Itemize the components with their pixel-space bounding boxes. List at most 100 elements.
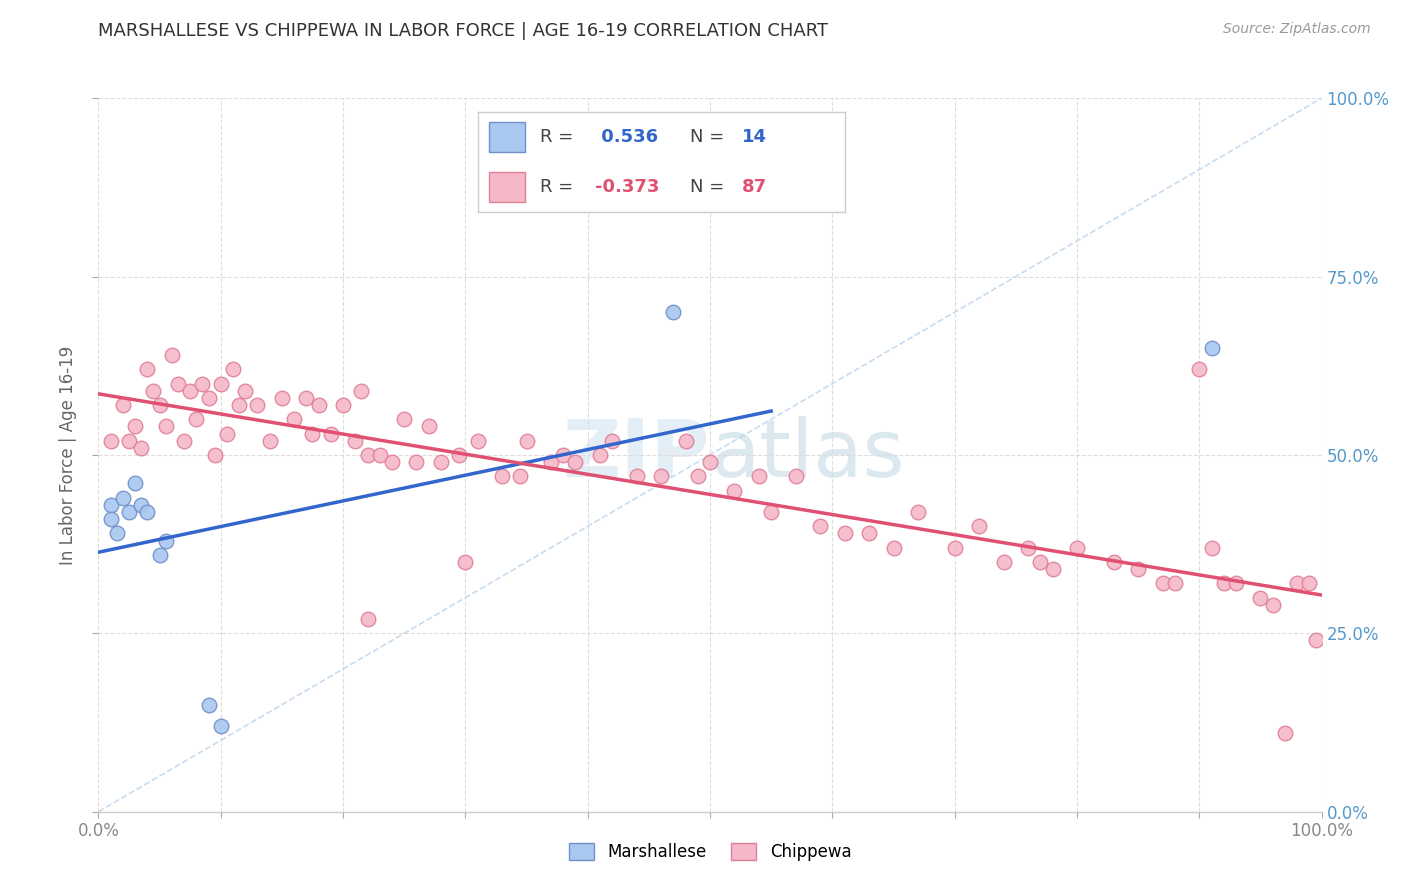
Point	[368, 448, 391, 462]
Point	[381, 455, 404, 469]
Point	[686, 469, 709, 483]
Text: Source: ZipAtlas.com: Source: ZipAtlas.com	[1223, 22, 1371, 37]
Point	[283, 412, 305, 426]
Point	[215, 426, 238, 441]
Point	[356, 612, 378, 626]
Point	[600, 434, 623, 448]
Point	[124, 419, 146, 434]
Point	[699, 455, 721, 469]
Point	[301, 426, 323, 441]
Point	[993, 555, 1015, 569]
Point	[405, 455, 427, 469]
Point	[1249, 591, 1271, 605]
Point	[785, 469, 807, 483]
Point	[943, 541, 966, 555]
Point	[142, 384, 165, 398]
Point	[332, 398, 354, 412]
Point	[418, 419, 440, 434]
Point	[344, 434, 367, 448]
Point	[191, 376, 214, 391]
Point	[748, 469, 770, 483]
Point	[392, 412, 416, 426]
Point	[675, 434, 697, 448]
Point	[111, 491, 134, 505]
Point	[553, 448, 575, 462]
Point	[454, 555, 477, 569]
Point	[204, 448, 226, 462]
Point	[100, 434, 122, 448]
Point	[449, 448, 471, 462]
Point	[118, 505, 141, 519]
Point	[626, 469, 648, 483]
Point	[246, 398, 269, 412]
Point	[662, 305, 685, 319]
Point	[761, 505, 783, 519]
Point	[589, 448, 612, 462]
Point	[1298, 576, 1320, 591]
Point	[808, 519, 831, 533]
Point	[167, 376, 190, 391]
Point	[136, 505, 159, 519]
Point	[1201, 541, 1223, 555]
Point	[222, 362, 245, 376]
Point	[233, 384, 256, 398]
Point	[1212, 576, 1234, 591]
Legend: Marshallese, Chippewa: Marshallese, Chippewa	[562, 836, 858, 868]
Point	[124, 476, 146, 491]
Point	[319, 426, 342, 441]
Point	[1102, 555, 1125, 569]
Point	[136, 362, 159, 376]
Point	[160, 348, 183, 362]
Point	[1201, 341, 1223, 355]
Point	[155, 419, 177, 434]
Point	[491, 469, 513, 483]
Point	[228, 398, 250, 412]
Point	[100, 512, 122, 526]
Point	[129, 441, 152, 455]
Point	[1017, 541, 1039, 555]
Point	[467, 434, 489, 448]
Point	[270, 391, 294, 405]
Point	[105, 526, 128, 541]
Point	[1225, 576, 1247, 591]
Point	[209, 719, 232, 733]
Point	[155, 533, 177, 548]
Y-axis label: In Labor Force | Age 16-19: In Labor Force | Age 16-19	[59, 345, 77, 565]
Point	[100, 498, 122, 512]
Point	[186, 412, 208, 426]
Point	[179, 384, 201, 398]
Point	[173, 434, 195, 448]
Point	[118, 434, 141, 448]
Point	[259, 434, 281, 448]
Text: ZIP: ZIP	[562, 416, 710, 494]
Point	[907, 505, 929, 519]
Point	[149, 398, 172, 412]
Point	[858, 526, 880, 541]
Point	[1274, 726, 1296, 740]
Point	[1042, 562, 1064, 576]
Point	[1286, 576, 1309, 591]
Point	[509, 469, 531, 483]
Point	[1029, 555, 1052, 569]
Text: atlas: atlas	[710, 416, 904, 494]
Point	[540, 455, 562, 469]
Point	[1128, 562, 1150, 576]
Point	[1164, 576, 1187, 591]
Point	[197, 698, 219, 712]
Point	[564, 455, 586, 469]
Point	[350, 384, 373, 398]
Point	[1066, 541, 1088, 555]
Point	[111, 398, 134, 412]
Point	[295, 391, 318, 405]
Point	[650, 469, 672, 483]
Point	[1152, 576, 1174, 591]
Point	[356, 448, 378, 462]
Point	[883, 541, 905, 555]
Point	[723, 483, 745, 498]
Point	[1261, 598, 1284, 612]
Point	[430, 455, 453, 469]
Point	[967, 519, 990, 533]
Point	[834, 526, 856, 541]
Point	[197, 391, 219, 405]
Point	[149, 548, 172, 562]
